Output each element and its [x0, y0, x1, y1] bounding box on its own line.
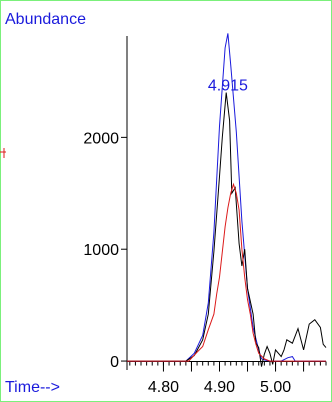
x-axis-label: Time-->	[5, 379, 60, 396]
series-line-3	[127, 182, 326, 362]
series-group	[127, 33, 327, 367]
series-line-2	[127, 92, 327, 367]
series-line-1	[127, 33, 326, 362]
x-tick-label: 5.00	[260, 379, 291, 396]
y-tick-label: 0	[110, 354, 119, 371]
x-tick-label: 4.80	[148, 379, 179, 396]
y-tick-label: 2000	[83, 130, 119, 147]
y-axis-label: Abundance	[5, 11, 86, 28]
peak-annotation: 4.915	[208, 77, 248, 94]
y-tick-label: 1000	[83, 242, 119, 259]
x-tick-label: 4.90	[204, 379, 235, 396]
axes-group: 0 1000 2000 4.80 4.90 5.00	[83, 36, 327, 396]
annotations-group: 4.915	[208, 77, 248, 94]
